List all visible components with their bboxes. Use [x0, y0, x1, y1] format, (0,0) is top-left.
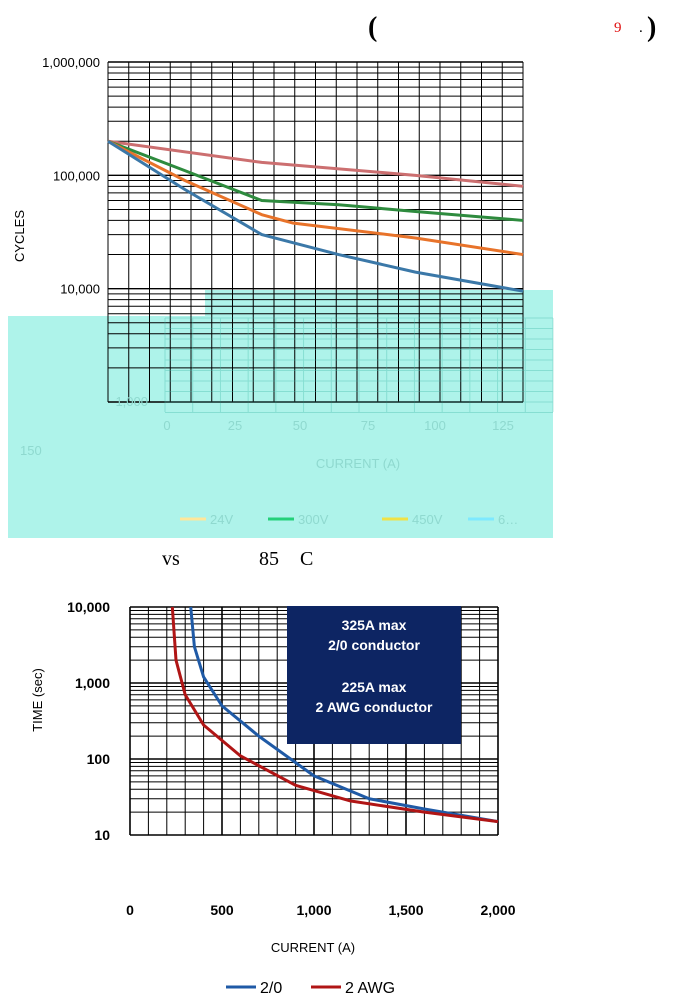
chart1-xlabel: CURRENT (A) — [316, 456, 400, 471]
legend-label: 450V — [412, 512, 443, 527]
time-chart: 10,000 1,000 100 10 0 500 1,000 1,500 2,000 TIM… — [30, 599, 516, 997]
y-tick-label: 10,000 — [67, 599, 110, 615]
chart2-series — [170, 606, 499, 824]
annotation-box — [287, 606, 461, 744]
chart1-x-ticks: 0 25 50 75 100 125 150 — [20, 418, 514, 458]
chart2-legend: 2/0 2 AWG — [226, 980, 395, 997]
y-tick-label: 10,000 — [60, 282, 100, 297]
annotation-line: 325A max — [342, 617, 407, 633]
figure-number: 9 — [614, 20, 622, 36]
chart2-xlabel: CURRENT (A) — [271, 940, 355, 955]
open-paren: ( — [368, 12, 378, 43]
x-tick-label: 50 — [293, 418, 307, 433]
y-tick-label: 1,000 — [75, 675, 110, 691]
series-line-0 — [107, 139, 524, 188]
series-line-3 — [107, 139, 524, 293]
legend-label: 2/0 — [260, 980, 282, 997]
annotation-line: 2/0 conductor — [328, 637, 420, 653]
chart1-grid — [107, 61, 554, 413]
overlay-band — [8, 316, 553, 538]
y-tick-label: 100 — [87, 751, 111, 767]
x-tick-label: 100 — [424, 418, 446, 433]
x-tick-label: 2,000 — [480, 902, 515, 918]
chart1-legend: 24V 300V 450V 6… — [180, 512, 518, 527]
overlay-grid — [164, 317, 554, 413]
x-tick-label: 125 — [492, 418, 514, 433]
y-tick-label: 1,000 — [115, 394, 148, 409]
y-tick-label: 100,000 — [53, 168, 100, 183]
chart1-series — [107, 139, 524, 293]
chart2-ylabel: TIME (sec) — [30, 668, 45, 732]
caption-unit: C — [300, 548, 314, 570]
chart2-x-ticks: 0 500 1,000 1,500 2,000 — [126, 902, 516, 918]
x-tick-label: 1,000 — [296, 902, 331, 918]
legend-label: 300V — [298, 512, 329, 527]
legend-label: 6… — [498, 512, 518, 527]
x-tick-label: 0 — [163, 418, 170, 433]
annotation-line: 225A max — [342, 679, 407, 695]
x-tick-label: 150 — [20, 443, 42, 458]
legend-label: 24V — [210, 512, 233, 527]
chart1-y-ticks: 1,000,000 100,000 10,000 1,000 — [42, 55, 148, 409]
y-tick-label: 1,000,000 — [42, 55, 100, 70]
x-tick-label: 0 — [126, 902, 134, 918]
caption-vs: vs — [162, 548, 180, 570]
middle-caption: vs 85 C — [0, 548, 689, 578]
chart2-annotation-box: 325A max 2/0 conductor 225A max 2 AWG condu… — [287, 606, 461, 744]
cycles-chart: 1,000,000 100,000 10,000 1,000 0 25 50 75 100 12… — [8, 55, 554, 538]
x-tick-label: 1,500 — [388, 902, 423, 918]
x-tick-label: 25 — [228, 418, 242, 433]
x-tick-label: 500 — [210, 902, 234, 918]
figure-dot: . — [639, 20, 643, 36]
series-line-2 AWG — [170, 606, 499, 824]
chart1-ylabel: CYCLES — [12, 210, 27, 262]
series-line-2/0 — [189, 606, 499, 824]
annotation-line: 2 AWG conductor — [316, 699, 433, 715]
header: ( 9 . ) — [0, 4, 689, 44]
y-tick-label: 10 — [94, 827, 110, 843]
x-tick-label: 75 — [361, 418, 375, 433]
series-line-2 — [107, 139, 524, 257]
legend-label: 2 AWG — [345, 980, 395, 997]
series-line-1 — [107, 139, 524, 222]
caption-temp: 85 — [259, 548, 279, 570]
chart2-y-ticks: 10,000 1,000 100 10 — [67, 599, 110, 843]
close-paren: ) — [647, 12, 657, 43]
